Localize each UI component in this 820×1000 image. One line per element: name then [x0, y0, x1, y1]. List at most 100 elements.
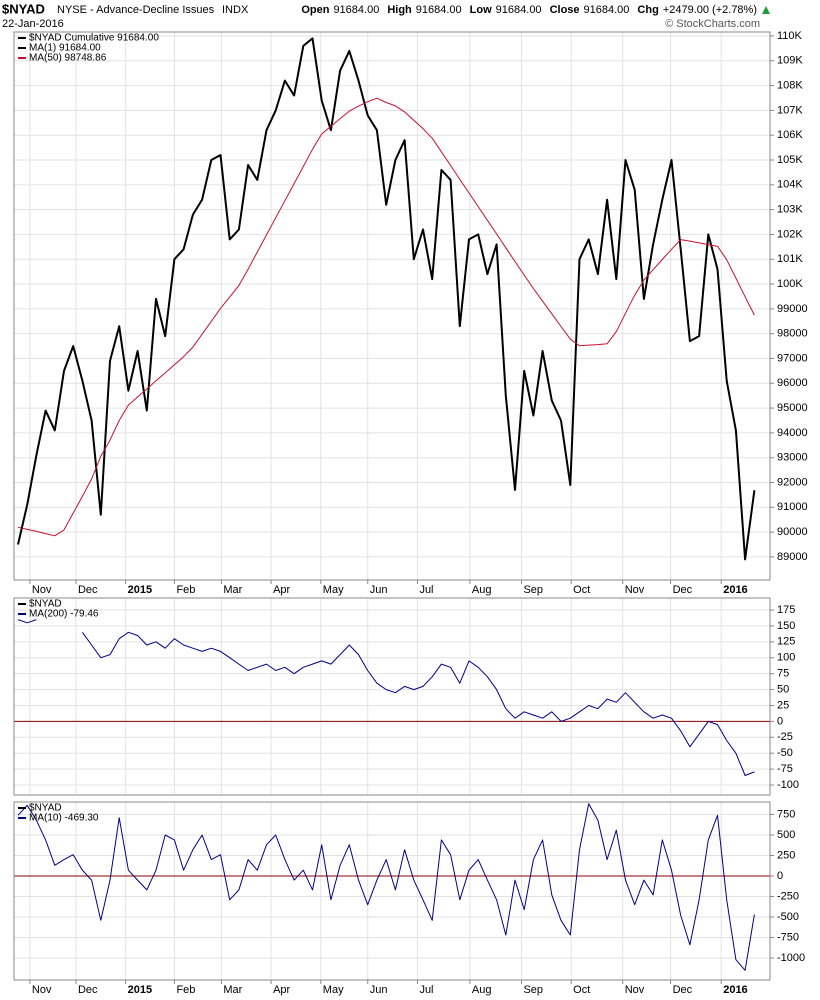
y-tick-label: -25: [777, 731, 793, 743]
date: 22-Jan-2016: [2, 18, 64, 30]
y-tick-label: 91000: [777, 501, 808, 513]
x-tick-label: Nov: [32, 584, 52, 596]
x-tick-label: Jun: [370, 984, 388, 996]
copyright: © StockCharts.com: [665, 18, 760, 30]
legend-label: $NYAD: [29, 599, 62, 610]
y-tick-label: 101K: [777, 253, 803, 265]
x-tick-label: Sep: [523, 984, 543, 996]
y-tick-label: 175: [777, 604, 795, 616]
x-tick-label: May: [323, 984, 344, 996]
y-tick-label: 92000: [777, 476, 808, 488]
x-tick-label: Oct: [573, 584, 590, 596]
y-tick-label: 110K: [777, 30, 803, 42]
plot-frame: [13, 801, 771, 981]
x-tick-label: Nov: [625, 984, 645, 996]
y-tick-label: 100K: [777, 278, 803, 290]
y-tick-label: 93000: [777, 452, 808, 464]
x-tick-label: May: [323, 584, 344, 596]
y-tick-label: 98000: [777, 328, 808, 340]
x-tick-label: Dec: [673, 984, 693, 996]
y-tick-label: 89000: [777, 551, 808, 563]
x-tick-label: Jul: [419, 984, 433, 996]
x-tick-label: Feb: [176, 584, 195, 596]
x-tick-label: Nov: [32, 984, 52, 996]
y-tick-label: 95000: [777, 402, 808, 414]
quote-key: Low: [470, 4, 492, 16]
quote-key: Chg: [637, 4, 658, 16]
legend-label: $NYAD: [29, 803, 62, 814]
y-tick-label: 125: [777, 636, 795, 648]
y-tick-label: -250: [777, 890, 799, 902]
y-tick-label: 94000: [777, 427, 808, 439]
y-tick-label: -75: [777, 763, 793, 775]
x-tick-label: Dec: [673, 584, 693, 596]
y-tick-label: 103K: [777, 204, 803, 216]
x-tick-label: Aug: [472, 584, 492, 596]
y-tick-label: 99000: [777, 303, 808, 315]
x-tick-label: Mar: [223, 584, 242, 596]
quote-value: +2479.00 (+2.78%): [663, 4, 757, 16]
y-tick-label: 25: [777, 699, 789, 711]
quote-value: 91684.00: [584, 4, 630, 16]
x-tick-label: Jun: [370, 584, 388, 596]
y-tick-label: 750: [777, 808, 795, 820]
y-tick-label: 106K: [777, 129, 803, 141]
plot-frame: [13, 31, 771, 581]
y-tick-label: 97000: [777, 352, 808, 364]
quote-key: High: [387, 4, 412, 16]
x-tick-label: Jul: [419, 584, 433, 596]
x-tick-label: Sep: [523, 584, 543, 596]
data-line: [17, 97, 755, 537]
quote-key: Open: [301, 4, 329, 16]
y-tick-label: 109K: [777, 55, 803, 67]
y-tick-label: 96000: [777, 377, 808, 389]
y-tick-label: -100: [777, 779, 799, 791]
y-tick-label: 108K: [777, 79, 803, 91]
y-tick-label: 90000: [777, 526, 808, 538]
y-tick-label: -500: [777, 911, 799, 923]
y-tick-label: 50: [777, 683, 789, 695]
legend-label: MA(1) 91684.00: [29, 43, 101, 54]
x-tick-label: Nov: [625, 584, 645, 596]
x-tick-label: Apr: [273, 584, 290, 596]
y-tick-label: 0: [777, 715, 783, 727]
up-arrow: [762, 6, 770, 14]
y-tick-label: 75: [777, 668, 789, 680]
y-tick-label: 150: [777, 620, 795, 632]
y-tick-label: 105K: [777, 154, 803, 166]
quote-value: 91684.00: [496, 4, 542, 16]
exchange-name: NYSE - Advance-Decline Issues: [57, 4, 215, 16]
quote-value: 91684.00: [333, 4, 379, 16]
x-tick-label: Dec: [78, 984, 98, 996]
y-tick-label: 104K: [777, 179, 803, 191]
legend-label: $NYAD Cumulative 91684.00: [29, 33, 159, 44]
symbol: $NYAD: [2, 1, 45, 16]
data-line: [17, 37, 756, 561]
y-tick-label: 100: [777, 652, 795, 664]
y-tick-label: 0: [777, 870, 783, 882]
quote-key: Close: [550, 4, 580, 16]
x-tick-label: 2016: [723, 584, 747, 596]
y-tick-label: 107K: [777, 104, 803, 116]
plot-frame: [13, 597, 771, 796]
legend-label: MA(200) -79.46: [29, 609, 99, 620]
data-line: [17, 803, 755, 971]
x-tick-label: 2015: [128, 584, 152, 596]
data-line: [17, 619, 755, 776]
x-tick-label: Mar: [223, 984, 242, 996]
legend-label: MA(10) -469.30: [29, 813, 99, 824]
x-tick-label: Apr: [273, 984, 290, 996]
quote: Open 91684.00 High 91684.00 Low 91684.00 Close…: [301, 4, 757, 16]
y-tick-label: -750: [777, 931, 799, 943]
quote-value: 91684.00: [416, 4, 462, 16]
x-tick-label: Oct: [573, 984, 590, 996]
x-tick-label: Feb: [176, 984, 195, 996]
x-tick-label: Dec: [78, 584, 98, 596]
legend-label: MA(50) 98748.86: [29, 53, 107, 64]
x-tick-label: 2016: [723, 984, 747, 996]
y-tick-label: 500: [777, 829, 795, 841]
x-tick-label: 2015: [128, 984, 152, 996]
y-tick-label: -50: [777, 747, 793, 759]
x-tick-label: Aug: [472, 984, 492, 996]
y-tick-label: 102K: [777, 228, 803, 240]
